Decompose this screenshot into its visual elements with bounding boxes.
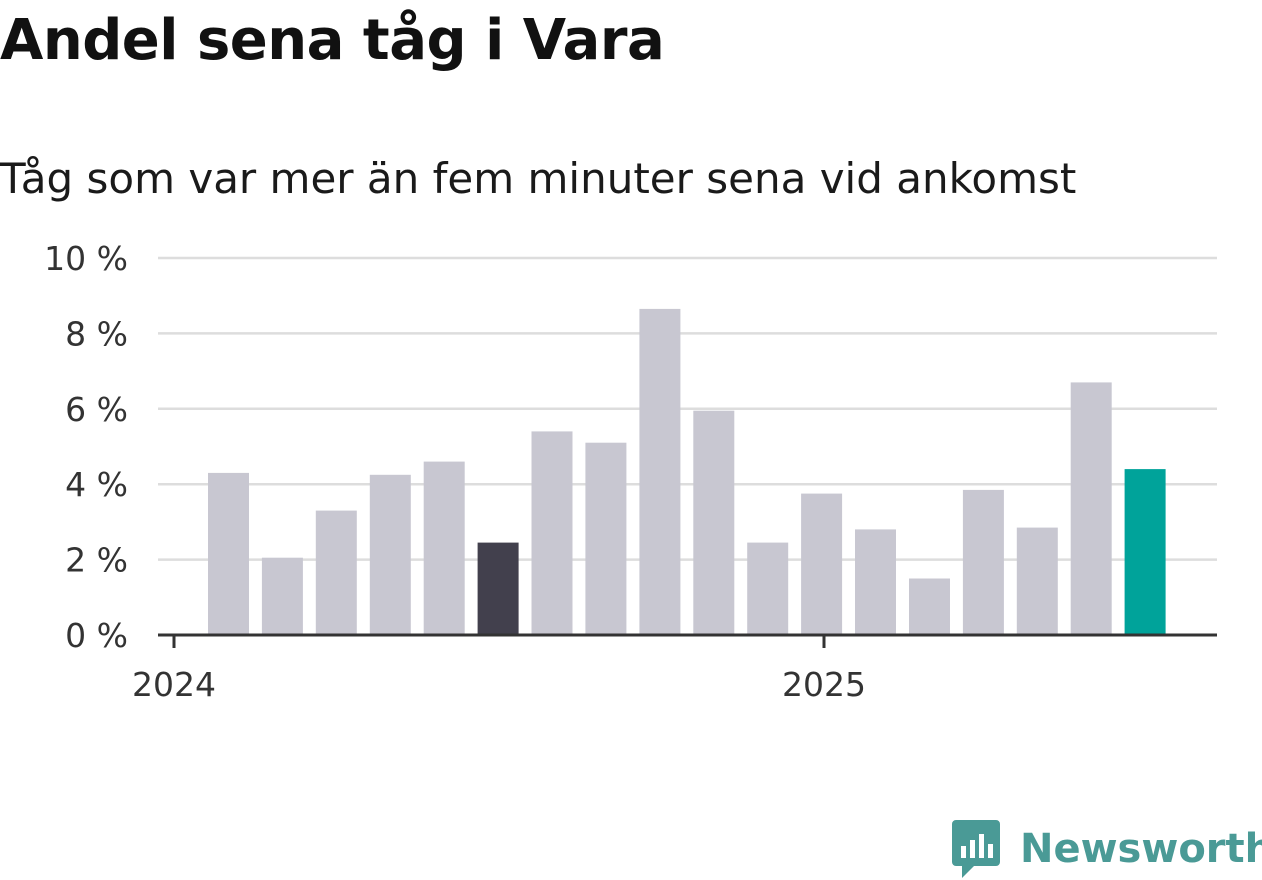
bars <box>208 308 1166 635</box>
chart-subtitle: Tåg som var mer än fem minuter sena vid … <box>0 154 1077 203</box>
bar <box>477 542 519 635</box>
x-tick-label: 2025 <box>782 665 866 704</box>
brand-name: Newsworthy <box>1020 826 1262 872</box>
y-tick-label: 0 % <box>65 616 128 655</box>
bar <box>639 308 681 635</box>
brand-logo: Newsworthy <box>952 818 1262 880</box>
y-tick-label: 8 % <box>65 314 128 353</box>
y-tick-label: 6 % <box>65 390 128 429</box>
bar <box>747 542 789 635</box>
newsworthy-logo-icon <box>952 820 1000 878</box>
bar <box>693 410 735 635</box>
bar <box>962 489 1004 635</box>
bar <box>369 474 411 635</box>
bar <box>423 461 465 635</box>
x-axis <box>158 633 1217 648</box>
y-tick-label: 4 % <box>65 465 128 504</box>
chart-title: Andel sena tåg i Vara <box>0 8 665 73</box>
bar <box>1124 469 1166 635</box>
bar <box>1016 527 1058 635</box>
x-tick-label: 2024 <box>132 665 216 704</box>
bar <box>1070 382 1112 635</box>
bar <box>855 529 896 635</box>
bar <box>531 431 573 635</box>
y-tick-label: 10 % <box>44 239 128 278</box>
bar <box>261 557 303 635</box>
bar <box>909 578 950 635</box>
bar <box>801 493 843 635</box>
x-axis-labels: 2024 2025 <box>132 665 866 704</box>
y-tick-label: 2 % <box>65 541 128 580</box>
bar <box>585 442 627 635</box>
y-axis-labels: 0 % 2 % 4 % 6 % 8 % 10 % <box>44 239 128 655</box>
bar <box>208 472 249 635</box>
bar <box>315 510 357 635</box>
